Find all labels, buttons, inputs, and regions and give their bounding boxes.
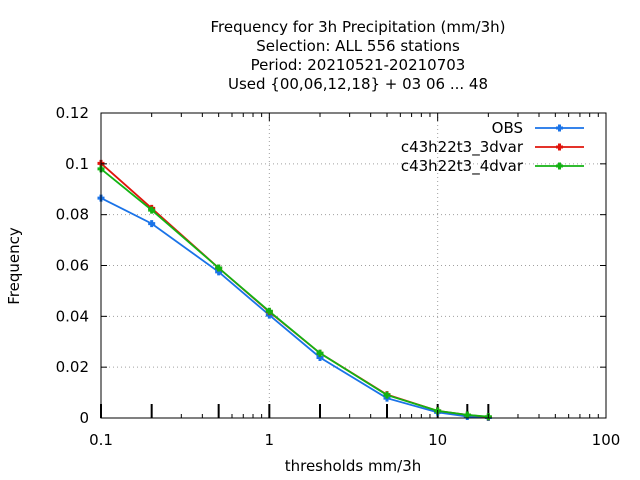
x-axis-ticks: 0.1 1 10 100 xyxy=(89,113,620,449)
data-point xyxy=(215,264,223,272)
y-tick-label: 0.06 xyxy=(56,257,89,275)
series-c43h22t3-4dvar xyxy=(97,165,492,421)
y-tick-label: 0 xyxy=(79,409,89,427)
grid xyxy=(101,113,606,418)
series-c43h22t3-3dvar xyxy=(97,159,492,421)
x-tick-label: 10 xyxy=(428,431,447,449)
legend-label: OBS xyxy=(492,119,523,137)
x-tick-label: 0.1 xyxy=(89,431,113,449)
data-point xyxy=(148,220,156,228)
y-tick-label: 0.1 xyxy=(65,155,89,173)
data-point xyxy=(383,391,391,399)
data-point xyxy=(463,411,471,419)
y-tick-label: 0.12 xyxy=(56,104,89,122)
title-line-2: Selection: ALL 556 stations xyxy=(256,37,460,55)
y-tick-label: 0.08 xyxy=(56,206,89,224)
x-tick-label: 100 xyxy=(592,431,621,449)
y-tick-label: 0.02 xyxy=(56,358,89,376)
y-tick-label: 0.04 xyxy=(56,307,89,325)
x-axis-label: thresholds mm/3h xyxy=(285,457,422,475)
data-point xyxy=(265,307,273,315)
chart-title: Frequency for 3h Precipitation (mm/3h) S… xyxy=(210,18,505,93)
y-axis-label: Frequency xyxy=(5,227,23,305)
data-point xyxy=(148,206,156,214)
legend-marker xyxy=(556,124,563,132)
series-line xyxy=(100,168,489,418)
data-point xyxy=(215,268,223,276)
title-line-4: Used {00,06,12,18} + 03 06 ... 48 xyxy=(228,75,488,93)
x-tick-label: 1 xyxy=(265,431,275,449)
legend-marker xyxy=(556,143,563,151)
series-line xyxy=(100,197,489,419)
data-point xyxy=(316,354,324,362)
series-lines xyxy=(97,159,492,421)
legend-label: c43h22t3_3dvar xyxy=(401,138,524,157)
series-obs xyxy=(97,194,492,421)
series-line xyxy=(100,162,489,418)
legend-label: c43h22t3_4dvar xyxy=(401,157,524,176)
title-line-1: Frequency for 3h Precipitation (mm/3h) xyxy=(210,18,505,36)
title-line-3: Period: 20210521-20210703 xyxy=(251,56,466,74)
y-axis-ticks: 0 0.02 0.04 0.06 0.08 0.1 0.12 xyxy=(56,104,606,427)
data-point xyxy=(316,349,324,357)
legend-marker xyxy=(556,162,563,170)
